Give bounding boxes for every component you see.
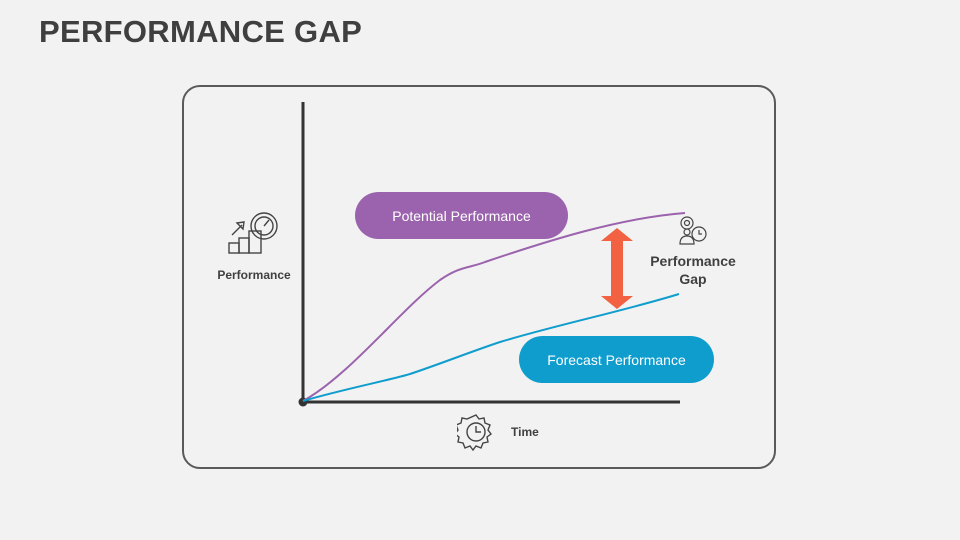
time-gear-clock-icon <box>457 414 492 451</box>
diagram-frame <box>182 85 776 469</box>
x-axis-label: Time <box>511 425 539 439</box>
performance-gap-label: Performance Gap <box>650 253 736 287</box>
potential-performance-line <box>302 212 686 402</box>
performance-growth-icon <box>228 212 278 254</box>
potential-performance-label: Potential Performance <box>355 192 568 239</box>
person-gear-clock-icon <box>679 216 707 245</box>
forecast-performance-line <box>302 293 680 402</box>
forecast-performance-label: Forecast Performance <box>519 336 714 383</box>
performance-gap-arrow <box>601 228 633 309</box>
page-title: PERFORMANCE GAP <box>39 14 363 49</box>
y-axis-label: Performance <box>217 268 291 282</box>
